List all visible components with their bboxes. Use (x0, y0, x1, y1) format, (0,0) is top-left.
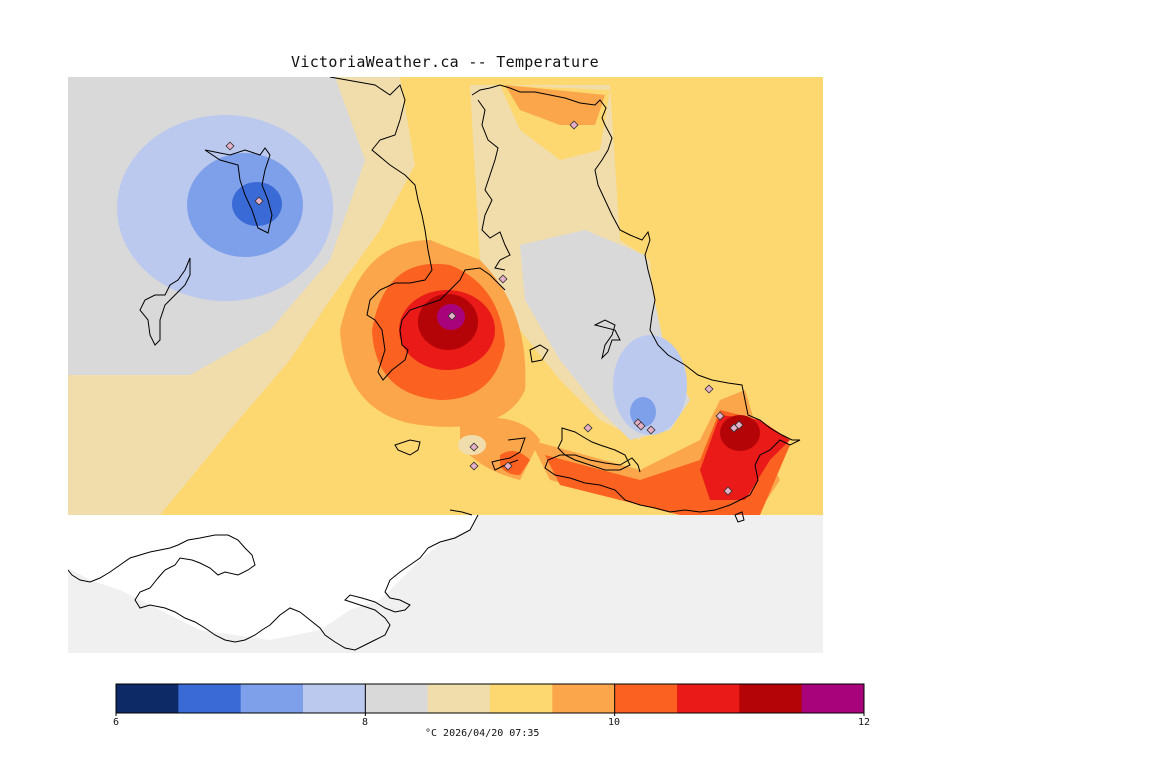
station-marker (469, 442, 479, 452)
station-marker (469, 461, 479, 471)
color-legend (115, 683, 865, 716)
legend-swatch (552, 684, 616, 713)
legend-swatch (116, 684, 179, 713)
coastlines (68, 77, 801, 651)
legend-swatch (614, 684, 678, 713)
station-marker (447, 311, 457, 321)
weather-stations (225, 120, 744, 496)
legend-tick-label: 6 (112, 717, 120, 728)
legend-swatch (178, 684, 242, 713)
legend-swatch (427, 684, 491, 713)
temperature-field (68, 77, 823, 530)
legend-swatch (801, 684, 865, 713)
legend-swatch (739, 684, 803, 713)
legend-swatch (365, 684, 429, 713)
station-marker (715, 411, 725, 421)
station-marker (646, 425, 656, 435)
legend-tick-label: 8 (361, 717, 369, 728)
station-marker (569, 120, 579, 130)
units-and-timestamp: °C 2026/04/20 07:35 (425, 728, 540, 739)
station-marker (583, 423, 593, 433)
station-marker (723, 486, 733, 496)
legend-tick-label: 10 (607, 717, 621, 728)
no-data-land (68, 515, 478, 640)
station-marker (704, 384, 714, 394)
station-marker (636, 421, 646, 431)
legend-swatch (240, 684, 304, 713)
legend-tick-label: 12 (857, 717, 871, 728)
map-title: VictoriaWeather.ca -- Temperature (291, 53, 599, 71)
station-marker (498, 274, 508, 284)
station-marker (225, 141, 235, 151)
legend-swatch (303, 684, 366, 713)
station-marker (734, 420, 744, 430)
legend-swatch (677, 684, 740, 713)
legend-swatch (490, 684, 553, 713)
station-marker (503, 461, 513, 471)
station-marker (254, 196, 264, 206)
